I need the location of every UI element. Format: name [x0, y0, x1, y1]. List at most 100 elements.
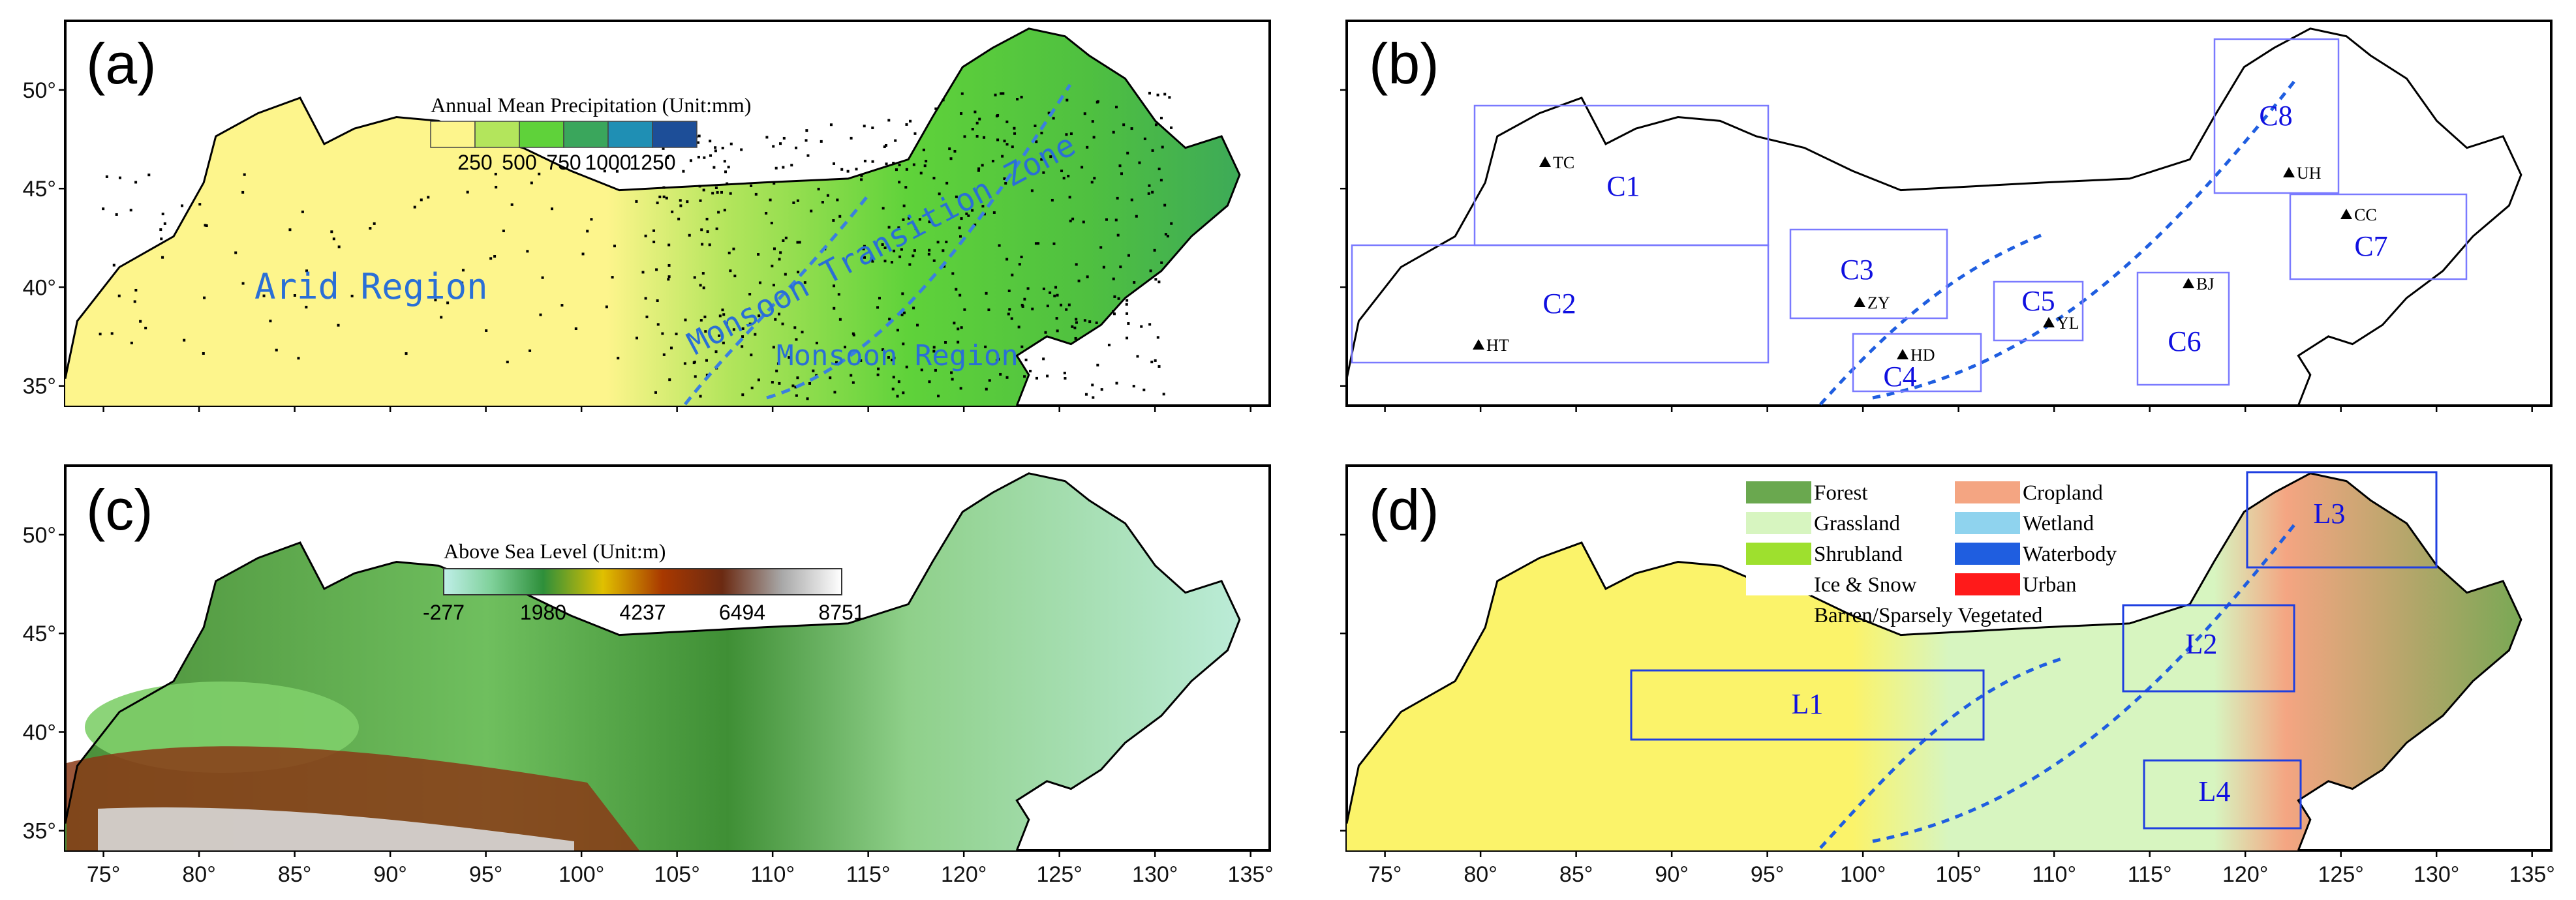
lon-tick-label: 130°	[2414, 862, 2459, 887]
station-dot	[1003, 177, 1006, 180]
station-dot	[1122, 123, 1126, 127]
station-dot	[833, 391, 836, 394]
china-border-d	[1347, 473, 2521, 850]
lon-tick-label: 85°	[278, 862, 311, 887]
station-dot	[912, 307, 915, 310]
transition-boundary-b-west	[1819, 233, 2043, 406]
station-dot	[1023, 375, 1026, 378]
station-dot	[682, 170, 685, 173]
landcover-legend-swatch	[1955, 573, 2020, 595]
station-dot	[1148, 91, 1151, 95]
elevation-colorbar	[443, 568, 842, 595]
station-dot	[905, 168, 908, 171]
station-dot	[740, 148, 743, 151]
station-dot	[1040, 158, 1043, 161]
station-dot	[876, 373, 880, 376]
station-dot	[275, 348, 278, 352]
station-dot	[305, 269, 309, 273]
lon-tick-label: 75°	[1368, 862, 1402, 887]
station-dot	[641, 271, 645, 274]
station-dot	[957, 327, 960, 331]
station-dot	[781, 322, 784, 325]
station-dot	[667, 275, 671, 278]
station-label: ZY	[1867, 293, 1890, 312]
station-label: CC	[2354, 205, 2377, 224]
station-dot	[1003, 140, 1006, 143]
station-dot	[605, 305, 608, 308]
cell-box	[2289, 193, 2468, 280]
station-dot	[1046, 305, 1049, 308]
lat-tick-label: 40°	[23, 275, 56, 300]
station-dot	[134, 288, 138, 292]
station-dot	[798, 241, 801, 244]
station-dot	[99, 333, 102, 336]
station-dot	[782, 136, 786, 140]
lon-tick-label: 115°	[2128, 862, 2172, 887]
station-dot	[699, 284, 702, 287]
station-dot	[974, 110, 977, 113]
station-dot	[795, 394, 798, 397]
station-dot	[350, 294, 354, 297]
station-dot	[897, 226, 900, 230]
station-dot	[949, 157, 953, 160]
station-dot	[701, 243, 704, 246]
station-dot	[934, 368, 937, 372]
panel-b: C1 C2 C3 C4 C5 C6 C7 C8 TC HT ZY HD YL BJ CC UH (b)	[1347, 21, 2551, 406]
station-dot	[983, 136, 986, 139]
station-dot	[1107, 344, 1111, 347]
precip-legend-title: Annual Mean Precipitation (Unit:mm)	[431, 93, 751, 117]
station-dot	[928, 380, 931, 383]
station-label: HD	[1910, 346, 1935, 365]
landcover-legend-label: Waterbody	[2023, 543, 2117, 566]
station-dot	[118, 176, 121, 179]
station-dot	[502, 230, 505, 233]
station-dot	[130, 341, 133, 344]
lon-tick-label: 135°	[1228, 862, 1274, 887]
station-dot	[1148, 184, 1151, 187]
landcover-legend-swatch	[1955, 512, 2020, 534]
station-dot	[288, 228, 292, 232]
station-dot	[758, 314, 761, 318]
station-dot	[741, 327, 744, 330]
station-dot	[697, 155, 700, 158]
station-dot	[420, 198, 423, 202]
elevation-legend-tick: 4237	[619, 601, 666, 624]
precip-legend-swatch	[474, 121, 520, 148]
precip-legend-swatch	[519, 121, 564, 148]
station-dot	[539, 313, 542, 316]
station-dot	[778, 258, 781, 261]
lon-tick-label: 95°	[1751, 862, 1784, 887]
station-dot	[894, 139, 897, 142]
station-dot	[679, 199, 682, 202]
station-dot	[1011, 145, 1014, 149]
station-dot	[957, 340, 960, 344]
station-dot	[796, 241, 799, 244]
station-dot	[698, 134, 701, 138]
station-dot	[654, 391, 657, 394]
station-dot	[741, 335, 744, 338]
station-dot	[1090, 181, 1094, 184]
station-dot	[466, 190, 469, 194]
station-dot	[741, 393, 744, 397]
station-dot	[720, 190, 723, 194]
station-dot	[1114, 218, 1118, 222]
station-dot	[1040, 131, 1043, 134]
landcover-legend-swatch	[1746, 573, 1811, 595]
station-dot	[987, 308, 990, 312]
station-dot	[1166, 235, 1169, 238]
station-dot	[871, 160, 874, 163]
station-dot	[1086, 145, 1089, 149]
station-dot	[1069, 132, 1073, 136]
station-label: YL	[2057, 314, 2079, 333]
station-dot	[846, 170, 850, 173]
station-dot	[863, 256, 866, 259]
transition-boundary-d-west	[1819, 657, 2062, 849]
station-dot	[773, 247, 776, 250]
station-dot	[550, 207, 553, 211]
station-dot	[102, 207, 105, 211]
station-dot	[887, 226, 891, 229]
station-dot	[733, 275, 737, 278]
lat-tick-label: 45°	[23, 622, 56, 646]
station-dot	[909, 119, 912, 123]
station-dot	[297, 357, 300, 360]
